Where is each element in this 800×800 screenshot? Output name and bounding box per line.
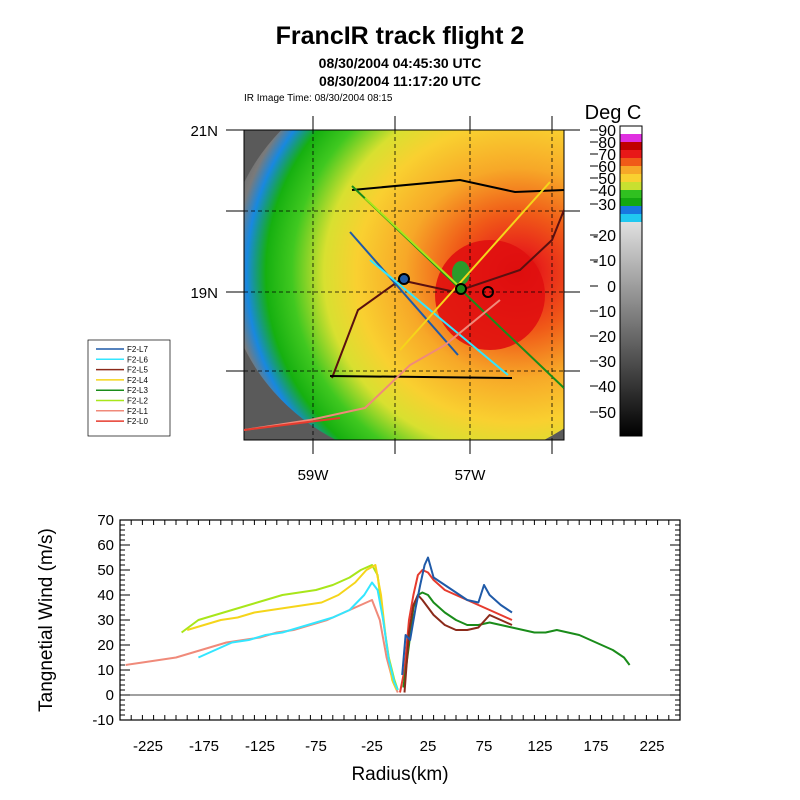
colorbar-segment [620,174,642,182]
lat-label-19n: 19N [190,285,218,302]
colorbar-label: 60 [598,159,616,176]
colorbar-segment [620,158,642,166]
track-f2-l0 [244,417,341,431]
colorbar-frame [619,125,643,437]
series-line-l7 [401,556,513,676]
ir-image-time: IR Image Time: 08/30/2004 08:15 [244,93,393,104]
colorbar-segment [620,150,642,158]
legend-label: F2-L3 [127,386,148,395]
x-tick-label: -225 [133,738,163,755]
colorbar-label: -20 [593,228,616,245]
colorbar-label: 0 [607,279,616,296]
colorbar-label: 50 [598,405,616,422]
colorbar-segment [620,206,642,214]
colorbar-segment [620,190,642,198]
lon-label-57w: 57W [455,467,487,484]
track-f2-l6 [369,259,509,376]
aircraft-track-l5 [331,209,564,379]
track-f2-l2 [364,197,466,293]
storm-center-marker [455,283,467,295]
track-f2-l1 [244,299,501,431]
lat-label-21n: 21N [190,123,218,140]
y-tick-label: 10 [97,662,114,679]
y-tick-label: 40 [97,587,114,604]
y-axis-label: Tangnetial Wind (m/s) [36,528,57,712]
colorbar-label: 70 [598,147,616,164]
colorbar-segment [620,166,642,174]
colorbar-segment [620,182,642,190]
y-tick-label: -10 [92,712,114,729]
colorbar-label: 80 [598,135,616,152]
track-f2-l7 [349,231,459,356]
series-line-l3 [402,591,631,688]
y-tick-label: 70 [97,512,114,529]
legend-label: F2-L4 [127,376,148,385]
series-line-l0 [399,569,513,693]
colorbar-label: -10 [593,253,616,270]
track-f2-l4 [399,181,551,351]
legend-label: F2-L7 [127,345,148,354]
aircraft-track-north [351,178,564,194]
x-tick-label: -175 [189,738,219,755]
colorbar-label: 20 [598,329,616,346]
x-tick-label: -125 [245,738,275,755]
series-line-l2 [181,564,399,691]
series-line-l6 [197,581,399,691]
legend-label: F2-L6 [127,355,148,364]
y-tick-label: 60 [97,537,114,554]
x-tick-label: 25 [420,738,437,755]
legend-label: F2-L0 [127,417,148,426]
x-tick-label: 175 [583,738,608,755]
storm-center-marker [482,286,494,298]
colorbar-segment [620,214,642,222]
x-tick-label: 225 [639,738,664,755]
x-tick-label: 125 [527,738,552,755]
flight-end-time: 08/30/2004 11:17:20 UTC [319,73,481,89]
colorbar-segment [620,134,642,142]
lon-label-59w: 59W [298,467,330,484]
colorbar-label: 10 [598,304,616,321]
series-line-l4 [186,564,398,691]
colorbar-label: 90 [598,123,616,140]
y-tick-label: 50 [97,562,114,579]
storm-eye [452,261,470,285]
series-line-l1 [125,599,399,693]
colorbar-label: 40 [598,183,616,200]
aircraft-track-south [329,375,513,379]
series-group [125,556,631,693]
colorbar-label: 40 [598,379,616,396]
colorbar-segment [620,198,642,206]
colorbar-label: 30 [598,354,616,371]
legend-label: F2-L1 [127,407,148,416]
colorbar-label: 50 [598,171,616,188]
x-tick-label: -25 [361,738,383,755]
colorbar-label: 30 [598,197,616,214]
y-tick-label: 20 [97,637,114,654]
map-frame [243,129,565,441]
track-legend-box [87,339,171,437]
x-tick-label: 75 [476,738,493,755]
chart-title: FrancIR track flight 2 [275,22,525,50]
x-axis-label: Radius(km) [351,764,448,785]
storm-center-marker [398,273,410,285]
colorbar-segment [620,126,642,134]
x-tick-label: -75 [305,738,327,755]
colorbar-segment [620,142,642,150]
flight-tracks [244,178,564,431]
y-tick-label: 0 [106,687,114,704]
y-tick-label: 30 [97,612,114,629]
legend-label: F2-L2 [127,397,148,406]
flight-start-time: 08/30/2004 04:45:30 UTC [318,55,482,71]
colorbar-gray [620,222,642,436]
legend-label: F2-L5 [127,366,148,375]
colorbar-title: Deg C [585,102,642,124]
series-line-l5 [403,594,513,693]
